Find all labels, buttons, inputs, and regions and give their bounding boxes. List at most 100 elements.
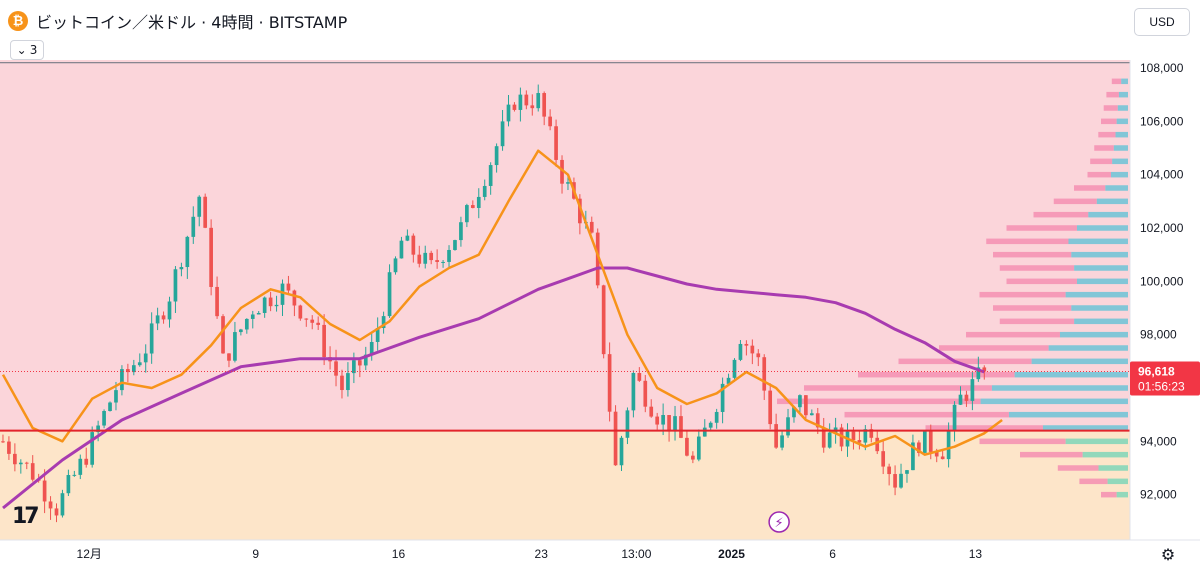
candle	[197, 196, 202, 217]
candle	[114, 390, 118, 403]
candle	[126, 369, 130, 373]
candle	[108, 402, 112, 411]
candle	[78, 458, 83, 475]
candle	[346, 373, 350, 391]
candle	[488, 165, 493, 186]
volume-profile-bar	[1042, 425, 1128, 431]
candle	[167, 301, 172, 320]
candle	[952, 404, 957, 431]
candle	[453, 240, 457, 250]
volume-profile-bar	[1101, 491, 1117, 498]
volume-profile-bar	[1121, 78, 1128, 85]
lightning-event-icon[interactable]	[768, 511, 790, 533]
candle	[595, 232, 600, 286]
gear-icon[interactable]: ⚙	[1160, 544, 1176, 564]
volume-profile-bar	[1071, 251, 1128, 258]
candle	[494, 146, 499, 166]
candle	[976, 367, 981, 380]
volume-profile-bar	[1098, 465, 1128, 471]
candle	[881, 451, 886, 467]
candle	[940, 456, 945, 460]
candle	[607, 354, 612, 412]
candle	[804, 395, 808, 416]
volume-profile-bar	[1079, 478, 1108, 485]
candle	[84, 458, 89, 465]
volume-profile-bar	[980, 398, 1128, 405]
candle	[714, 411, 719, 423]
candle	[542, 93, 547, 117]
candle	[815, 413, 820, 428]
volume-profile-bar	[1106, 91, 1119, 98]
candle	[340, 375, 344, 391]
candle	[673, 416, 677, 432]
volume-profile-bar	[1048, 345, 1128, 351]
candle	[691, 455, 695, 460]
candle	[179, 267, 184, 270]
candle	[72, 474, 77, 476]
candle	[851, 431, 856, 441]
candle	[161, 315, 166, 320]
candle	[203, 196, 208, 228]
candle	[798, 395, 802, 408]
candle	[696, 436, 701, 460]
volume-profile-bar	[991, 385, 1128, 391]
currency-select[interactable]: USD	[1134, 8, 1190, 36]
candle	[429, 252, 434, 261]
volume-profile-bar	[1082, 451, 1128, 458]
volume-profile-bar	[939, 345, 1049, 351]
collapse-indicators-button[interactable]: ⌄ 3	[10, 40, 44, 60]
time-tick-label: 13	[969, 547, 983, 561]
volume-profile-bar	[1105, 185, 1128, 191]
volume-profile-bar	[844, 411, 1009, 418]
candle	[30, 463, 35, 480]
volume-profile-bar	[1096, 198, 1128, 205]
candle	[54, 508, 59, 516]
candle	[589, 221, 594, 233]
candle	[732, 359, 737, 378]
volume-profile-bar	[1006, 278, 1077, 285]
candle	[679, 416, 683, 438]
candle	[911, 442, 915, 471]
candle	[708, 422, 713, 428]
candle	[90, 432, 95, 465]
candle	[137, 362, 142, 366]
volume-profile-bar	[1031, 358, 1128, 365]
candle	[411, 235, 416, 255]
candle	[786, 417, 790, 436]
price-tick-label: 108,000	[1140, 61, 1184, 75]
price-tick-label: 98,000	[1140, 328, 1177, 342]
countdown-label: 01:56:23	[1138, 380, 1185, 394]
volume-profile-bar	[1111, 78, 1122, 85]
volume-profile-bar	[1112, 158, 1128, 165]
candle	[131, 365, 136, 373]
price-tick-label: 92,000	[1140, 488, 1177, 502]
candle	[322, 324, 326, 358]
candle	[274, 304, 279, 307]
tradingview-logo[interactable]: 17	[12, 504, 40, 529]
volume-profile-bar	[1116, 491, 1128, 498]
fast-moving-average-line	[1, 149, 1003, 456]
candle	[304, 318, 309, 320]
candle	[917, 442, 921, 453]
volume-profile-bar	[1076, 278, 1128, 285]
price-axis[interactable]	[1130, 40, 1200, 540]
candle	[185, 236, 190, 268]
indicator-count: 3	[29, 43, 38, 57]
candle	[7, 441, 11, 454]
candle	[42, 480, 47, 502]
candle	[934, 451, 939, 457]
volume-profile-bar	[993, 251, 1072, 258]
candle	[518, 94, 523, 110]
candle	[441, 261, 445, 263]
candle	[560, 159, 564, 184]
lightning-icon: ⚡	[775, 516, 784, 531]
candle	[720, 383, 725, 412]
volume-profile-bar	[1094, 145, 1114, 151]
volume-profile-bar	[1087, 171, 1111, 178]
candle	[905, 470, 909, 474]
candle	[143, 353, 148, 363]
slow-moving-average-line	[2, 266, 985, 510]
bitcoin-icon: ₿	[8, 11, 28, 31]
